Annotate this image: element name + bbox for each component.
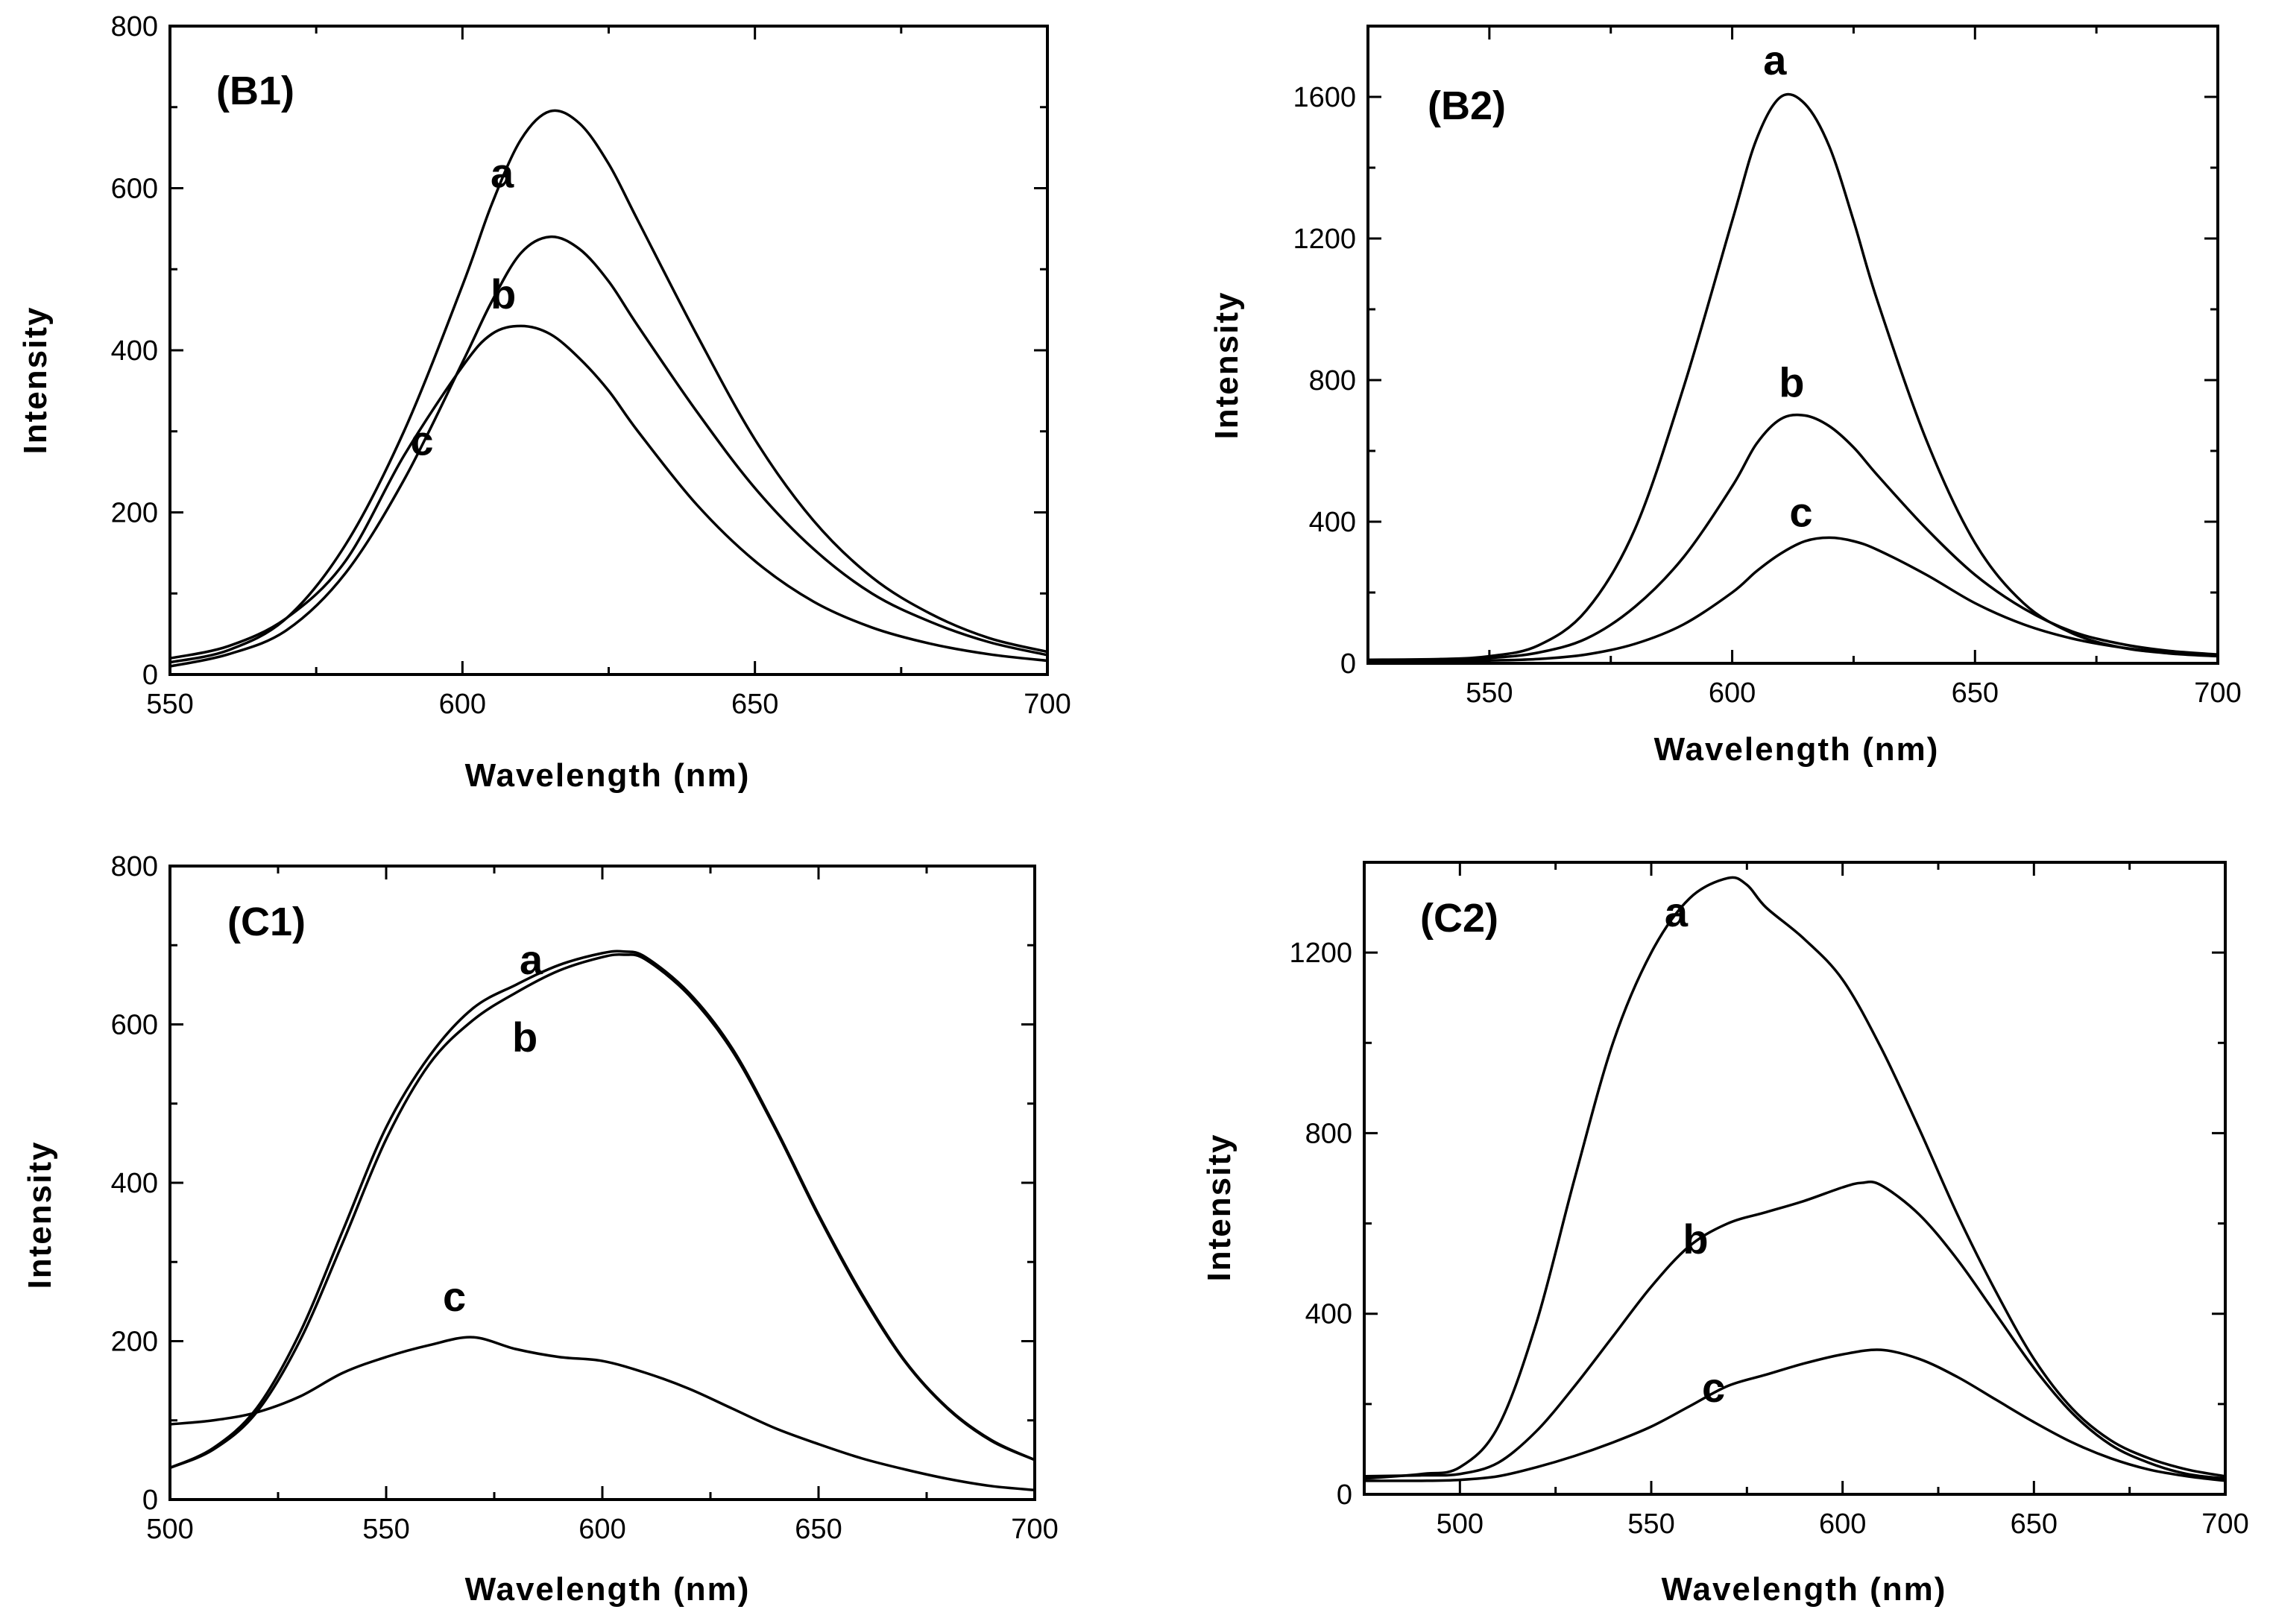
y-tick-label: 0 <box>142 1485 158 1516</box>
y-tick-label: 800 <box>111 11 158 42</box>
panel-b1: (B1) Wavelength (nm) Intensity 550 600 650… <box>17 11 1071 794</box>
y-tick-label: 800 <box>111 851 158 882</box>
y-tick-label: 400 <box>1305 1299 1352 1330</box>
y-tick-label: 200 <box>111 1327 158 1358</box>
series-line-b <box>169 235 1048 668</box>
x-tick-label: 550 <box>1627 1508 1674 1540</box>
y-tick-label: 200 <box>111 498 158 529</box>
series-line-a <box>1363 876 2226 1480</box>
series-label-b: b <box>491 271 516 317</box>
y-tick-label: 400 <box>111 335 158 367</box>
y-tick-label: 1600 <box>1293 82 1356 113</box>
y-axis-title: Intensity <box>17 306 54 455</box>
x-tick-label: 650 <box>2011 1508 2058 1540</box>
series-line-c <box>169 324 1048 663</box>
plot-frame <box>1366 25 2219 665</box>
panel-c2: (C2) Wavelength (nm) Intensity 500 550 600… <box>1201 861 2249 1608</box>
series-label-c: c <box>1789 488 1812 535</box>
series-line-b <box>1367 413 2219 662</box>
x-tick-label: 500 <box>1437 1508 1484 1540</box>
y-tick-label: 0 <box>142 660 158 691</box>
y-axis-title: Intensity <box>22 1141 58 1289</box>
y-tick-label: 800 <box>1309 365 1356 396</box>
y-tick-label: 600 <box>111 1010 158 1041</box>
y-axis-title: Intensity <box>1201 1134 1238 1282</box>
series-label-a: a <box>1665 888 1689 935</box>
x-tick-label: 700 <box>2201 1508 2248 1540</box>
x-tick-label: 700 <box>1024 689 1071 720</box>
series-label-b: b <box>1779 359 1804 406</box>
x-tick-label: 600 <box>578 1514 625 1545</box>
y-tick-label: 800 <box>1305 1118 1352 1149</box>
x-axis-title: Wavelength (nm) <box>1662 1571 1947 1608</box>
series-label-c: c <box>410 417 433 464</box>
series-line-c <box>169 1336 1035 1491</box>
x-tick-label: 700 <box>2194 677 2241 709</box>
series-line-a <box>1367 92 2219 661</box>
y-tick-label: 1200 <box>1293 224 1356 255</box>
x-axis-title: Wavelength (nm) <box>1654 731 1940 768</box>
series-line-c <box>1363 1348 2226 1482</box>
y-tick-label: 1200 <box>1289 938 1352 969</box>
y-tick-label: 400 <box>1309 507 1356 538</box>
x-tick-label: 650 <box>1952 677 1999 709</box>
series-label-c: c <box>443 1273 466 1320</box>
x-axis-title: Wavelength (nm) <box>465 1571 751 1608</box>
series-label-a: a <box>491 150 514 197</box>
series-line-a <box>169 109 1048 664</box>
x-tick-label: 600 <box>439 689 486 720</box>
y-tick-label: 400 <box>111 1168 158 1199</box>
y-axis-title: Intensity <box>1208 291 1245 440</box>
x-tick-label: 550 <box>1466 677 1513 709</box>
x-tick-label: 500 <box>146 1514 193 1545</box>
plot-frame <box>1363 861 2227 1496</box>
x-tick-label: 650 <box>795 1514 842 1545</box>
y-tick-label: 0 <box>1337 1479 1352 1511</box>
series-label-a: a <box>520 936 543 983</box>
y-tick-label: 600 <box>111 174 158 205</box>
panel-title: (C2) <box>1420 896 1498 941</box>
x-tick-label: 650 <box>731 689 778 720</box>
x-tick-label: 550 <box>362 1514 409 1545</box>
series-line-b <box>169 953 1035 1470</box>
panel-title: (B1) <box>216 69 294 113</box>
panel-title: (C1) <box>227 900 306 944</box>
series-label-c: c <box>1702 1364 1725 1411</box>
x-tick-label: 600 <box>1709 677 1756 709</box>
y-tick-label: 0 <box>1340 648 1356 680</box>
panel-b2: (B2) Wavelength (nm) Intensity 550 600 650… <box>1208 25 2242 768</box>
x-axis-title: Wavelength (nm) <box>465 757 751 794</box>
series-line-c <box>1367 536 2219 663</box>
series-label-b: b <box>1683 1216 1708 1263</box>
x-tick-label: 600 <box>1819 1508 1866 1540</box>
series-line-b <box>1363 1180 2226 1480</box>
series-label-a: a <box>1763 37 1787 83</box>
panel-c1: (C1) Wavelength (nm) Intensity 500 550 600… <box>22 851 1059 1608</box>
x-tick-label: 550 <box>146 689 193 720</box>
panel-title: (B2) <box>1428 83 1506 128</box>
series-label-b: b <box>512 1014 537 1061</box>
x-tick-label: 700 <box>1011 1514 1058 1545</box>
